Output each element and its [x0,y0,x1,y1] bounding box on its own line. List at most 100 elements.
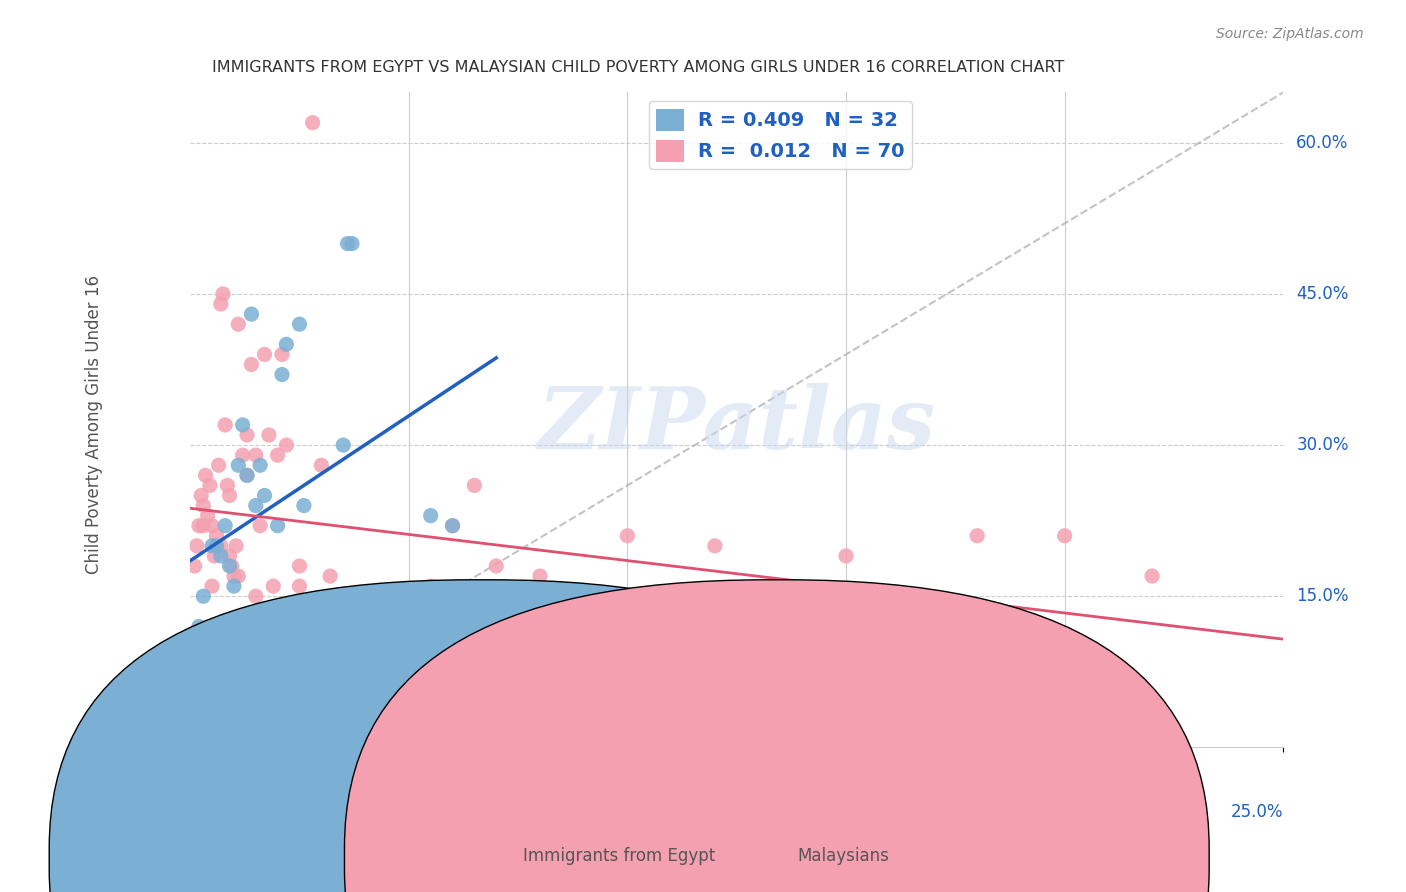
Point [572,640,595,654]
Point [222,569,245,583]
Point [209,539,232,553]
Point [398,599,420,614]
Point [271,347,294,361]
Point [197,508,219,523]
Point [354,670,377,684]
Point [218,488,240,502]
Point [240,358,263,372]
Point [205,640,228,654]
Point [253,347,276,361]
Point [485,609,508,624]
Point [201,539,224,553]
Text: ZIPatlas: ZIPatlas [537,384,936,467]
Point [249,518,271,533]
Point [288,559,311,574]
Point [266,448,288,462]
Point [332,438,354,452]
Point [201,579,224,593]
Point [441,518,464,533]
Point [245,499,267,513]
Point [1053,529,1076,543]
Point [292,499,315,513]
Text: 25.0%: 25.0% [1230,803,1284,821]
Point [207,458,229,473]
Point [187,518,209,533]
Point [198,478,221,492]
Point [354,609,377,624]
Point [187,619,209,633]
Text: Immigrants from Egypt: Immigrants from Egypt [523,847,714,865]
Point [262,579,284,593]
Point [201,518,224,533]
Point [301,116,323,130]
Point [288,579,311,593]
Point [319,659,342,673]
Point [266,518,288,533]
Point [485,559,508,574]
Point [276,438,298,452]
Point [245,448,267,462]
Point [375,599,398,614]
Point [218,559,240,574]
Point [253,488,276,502]
Point [529,569,551,583]
Point [221,559,243,574]
Point [249,458,271,473]
Text: 0.0%: 0.0% [190,803,232,821]
Point [214,630,236,644]
Legend: R = 0.409   N = 32, R =  0.012   N = 70: R = 0.409 N = 32, R = 0.012 N = 70 [650,102,911,169]
Point [1140,569,1163,583]
Point [301,649,323,664]
Point [288,317,311,331]
Point [217,478,239,492]
Point [236,428,259,442]
Point [703,539,725,553]
Point [193,499,215,513]
Point [280,649,302,664]
Point [214,417,236,432]
Point [271,368,294,382]
Point [209,297,232,311]
Point [319,569,342,583]
Text: Source: ZipAtlas.com: Source: ZipAtlas.com [1216,27,1364,41]
Point [311,640,333,654]
Point [222,619,245,633]
Point [595,670,617,684]
Point [212,287,235,301]
Point [616,529,638,543]
Point [419,508,441,523]
Point [193,518,215,533]
Point [340,236,363,251]
Text: 60.0%: 60.0% [1296,134,1348,152]
Point [214,518,236,533]
Point [301,599,323,614]
Point [236,468,259,483]
Point [257,428,280,442]
Point [336,236,359,251]
Point [292,599,315,614]
Point [232,417,254,432]
Point [419,579,441,593]
Point [193,589,215,603]
Text: IMMIGRANTS FROM EGYPT VS MALAYSIAN CHILD POVERTY AMONG GIRLS UNDER 16 CORRELATIO: IMMIGRANTS FROM EGYPT VS MALAYSIAN CHILD… [212,60,1064,75]
Point [232,448,254,462]
Point [226,317,249,331]
Point [311,458,333,473]
Point [209,549,232,563]
Point [226,458,249,473]
Point [363,670,385,684]
Point [463,478,485,492]
Point [197,670,219,684]
Point [205,539,228,553]
Point [226,569,249,583]
Text: 15.0%: 15.0% [1296,587,1348,606]
Point [186,539,208,553]
Text: 30.0%: 30.0% [1296,436,1348,454]
Point [190,488,212,502]
Point [332,589,354,603]
Point [194,468,217,483]
Point [257,649,280,664]
Point [419,609,441,624]
Point [202,549,225,563]
Point [441,518,464,533]
